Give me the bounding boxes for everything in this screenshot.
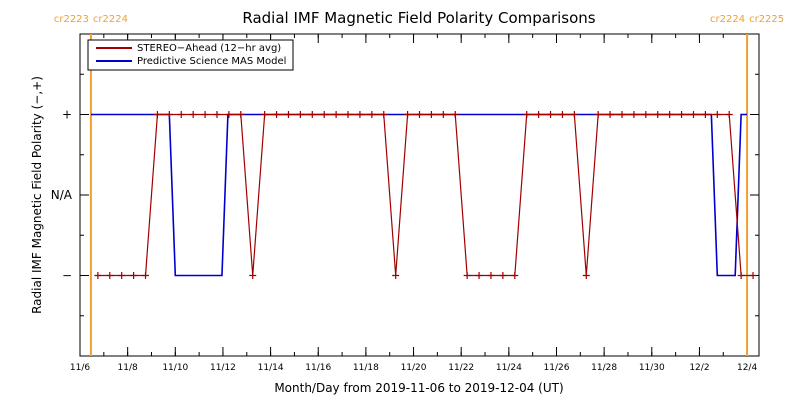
data-point-stereo-ahead <box>582 272 590 279</box>
data-point-stereo-ahead <box>308 111 316 118</box>
x-tick-label: 11/24 <box>496 363 522 373</box>
data-point-stereo-ahead <box>547 111 555 118</box>
x-axis-label: Month/Day from 2019-11-06 to 2019-12-04 … <box>274 381 563 395</box>
carrington-rotation-lines <box>89 34 749 356</box>
data-point-stereo-ahead <box>749 272 757 279</box>
data-point-stereo-ahead <box>296 111 304 118</box>
data-point-stereo-ahead <box>177 111 185 118</box>
data-point-stereo-ahead <box>368 111 376 118</box>
carrington-label-left: cr2223 <box>54 14 89 25</box>
x-tick-label: 11/20 <box>401 363 427 373</box>
legend-box <box>87 39 294 71</box>
data-point-stereo-ahead <box>213 111 221 118</box>
data-point-stereo-ahead <box>463 272 471 279</box>
legend-label-mas: Predictive Science MAS Model <box>137 56 286 67</box>
carrington-rotation-labels: cr2223 cr2224 cr2224 cr2225 <box>54 14 784 25</box>
x-tick-label: 12/4 <box>737 363 757 373</box>
series-line-mas-model <box>90 113 748 277</box>
x-tick-label: 11/14 <box>258 363 284 373</box>
data-point-stereo-ahead <box>344 111 352 118</box>
data-point-stereo-ahead <box>499 272 507 279</box>
x-axis-ticks: 11/6 11/8 11/10 11/12 11/14 11/16 11/18 11/20 11… <box>70 34 757 373</box>
x-tick-label: 11/30 <box>639 363 665 373</box>
data-point-stereo-ahead <box>332 111 340 118</box>
data-point-stereo-ahead <box>487 272 495 279</box>
y-axis-ticks: N/A + − <box>51 73 759 317</box>
carrington-label-left: cr2224 <box>710 14 745 25</box>
data-point-stereo-ahead <box>320 111 328 118</box>
data-point-stereo-ahead <box>725 111 733 118</box>
data-point-stereo-ahead <box>225 111 233 118</box>
x-tick-label: 11/8 <box>118 363 138 373</box>
data-point-stereo-ahead <box>416 111 423 118</box>
data-point-stereo-ahead <box>535 111 543 118</box>
data-point-stereo-ahead <box>666 111 674 118</box>
x-tick-label: 11/6 <box>70 363 90 373</box>
data-point-stereo-ahead <box>404 111 412 118</box>
carrington-label-right: cr2225 <box>749 14 784 25</box>
data-point-stereo-ahead <box>201 111 209 118</box>
data-point-stereo-ahead <box>558 111 566 118</box>
x-tick-label: 11/26 <box>544 363 570 373</box>
data-point-stereo-ahead <box>380 111 388 118</box>
data-point-stereo-ahead <box>427 111 435 118</box>
x-tick-label: 11/12 <box>210 363 236 373</box>
data-point-stereo-ahead <box>249 272 257 279</box>
carrington-label-right: cr2224 <box>93 14 128 25</box>
data-point-stereo-ahead <box>713 111 721 118</box>
y-axis-label: Radial IMF Magnetic Field Polarity (−,+) <box>30 76 44 314</box>
data-point-stereo-ahead <box>737 272 745 279</box>
data-point-stereo-ahead <box>701 111 709 118</box>
data-point-stereo-ahead <box>523 111 531 118</box>
data-point-stereo-ahead <box>273 111 281 118</box>
y-tick-label: + <box>62 108 72 122</box>
x-tick-label: 11/18 <box>353 363 379 373</box>
x-tick-label: 11/22 <box>448 363 474 373</box>
data-point-stereo-ahead <box>606 111 614 118</box>
data-point-stereo-ahead <box>439 111 447 118</box>
x-tick-label: 11/10 <box>162 363 188 373</box>
data-point-stereo-ahead <box>451 111 459 118</box>
data-point-stereo-ahead <box>356 111 364 118</box>
data-point-stereo-ahead <box>594 111 602 118</box>
y-tick-label: − <box>62 269 72 283</box>
data-point-stereo-ahead <box>189 111 197 118</box>
data-point-stereo-ahead <box>654 111 662 118</box>
data-point-stereo-ahead <box>142 272 150 279</box>
data-point-stereo-ahead <box>570 111 578 118</box>
data-point-stereo-ahead <box>153 111 161 118</box>
series-layer <box>90 111 757 279</box>
data-point-stereo-ahead <box>284 111 292 118</box>
data-point-stereo-ahead <box>106 272 114 279</box>
data-point-stereo-ahead <box>237 111 245 118</box>
legend: STEREO−Ahead (12−hr avg) Predictive Scie… <box>87 39 294 71</box>
data-point-stereo-ahead <box>261 111 269 118</box>
data-point-stereo-ahead <box>118 272 126 279</box>
data-point-stereo-ahead <box>618 111 626 118</box>
data-point-stereo-ahead <box>678 111 686 118</box>
legend-label-stereo: STEREO−Ahead (12−hr avg) <box>137 43 281 54</box>
data-point-stereo-ahead <box>642 111 650 118</box>
data-point-stereo-ahead <box>630 111 638 118</box>
x-tick-label: 11/28 <box>591 363 617 373</box>
x-tick-label: 12/2 <box>689 363 709 373</box>
data-point-stereo-ahead <box>475 272 483 279</box>
data-point-stereo-ahead <box>130 272 138 279</box>
data-point-stereo-ahead <box>689 111 697 118</box>
y-tick-label: N/A <box>51 188 73 202</box>
data-point-stereo-ahead <box>165 111 173 118</box>
data-point-stereo-ahead <box>392 272 400 279</box>
data-point-stereo-ahead <box>511 272 519 279</box>
x-tick-label: 11/16 <box>305 363 331 373</box>
chart-title: Radial IMF Magnetic Field Polarity Compa… <box>242 9 595 27</box>
data-point-stereo-ahead <box>94 272 102 279</box>
